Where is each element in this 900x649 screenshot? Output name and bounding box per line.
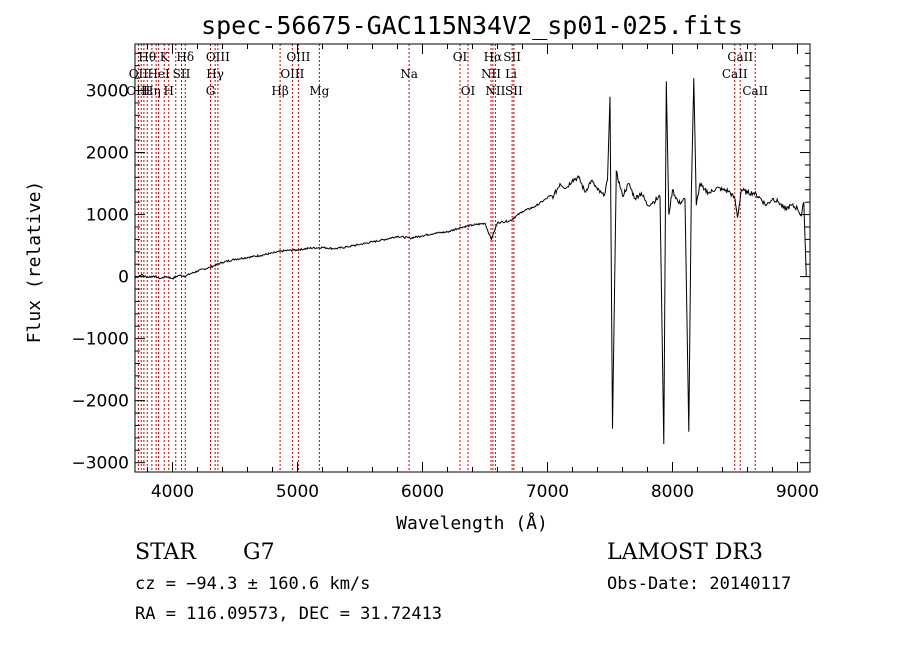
redshift-velocity: cz = −94.3 ± 160.6 km/s (135, 574, 371, 594)
y-axis-label: Flux (relative) (24, 181, 45, 344)
y-tick-label: −2000 (71, 392, 129, 412)
ra-dec-coordinates: RA = 116.09573, DEC = 31.72413 (135, 604, 443, 624)
line-label: H (164, 84, 174, 98)
line-label: NII (485, 84, 505, 98)
spectrum-line-0 (134, 78, 807, 445)
line-label: Li (505, 67, 517, 81)
line-label: Hα (484, 50, 503, 64)
y-tick-label: 2000 (86, 144, 129, 164)
spectrum-series (134, 78, 807, 445)
y-tick-label: 0 (118, 268, 129, 288)
line-label: CaII (727, 50, 753, 64)
emission-line-markers (137, 44, 756, 472)
line-label: CaII (722, 67, 748, 81)
line-label: OII (129, 67, 149, 81)
line-label: G (206, 84, 216, 98)
y-tick-label: −1000 (71, 330, 129, 350)
x-tick-label: 9000 (776, 482, 819, 502)
x-tick-label: 6000 (401, 482, 444, 502)
chart-title: spec-56675-GAC115N34V2_sp01-025.fits (201, 11, 743, 40)
object-subclass: G7 (243, 540, 275, 565)
line-label: SII (173, 67, 191, 81)
line-label: OIII (206, 50, 230, 64)
line-label: OIII (286, 50, 310, 64)
line-label: CaII (742, 84, 768, 98)
line-label: Hδ (176, 50, 194, 64)
object-class: STAR (135, 540, 196, 565)
y-tick-label: −3000 (71, 454, 129, 474)
line-label: Hβ (271, 84, 288, 98)
axis-ticks: 4000 5000 6000 7000 8000 9000 −3000 −2000 −1000 0… (71, 44, 819, 502)
line-label: OI (453, 50, 468, 64)
line-label: OIII (280, 67, 304, 81)
line-label: Hγ (206, 67, 224, 81)
x-axis-label: Wavelength (Å) (396, 512, 548, 534)
x-tick-label: 5000 (276, 482, 319, 502)
line-label: Hθ (138, 50, 156, 64)
plot-frame (134, 43, 811, 473)
line-label: OI (461, 84, 476, 98)
y-tick-label: 1000 (86, 206, 129, 226)
survey-name: LAMOST DR3 (607, 540, 763, 565)
line-label: Na (400, 67, 418, 81)
line-label: NII (481, 67, 501, 81)
x-tick-label: 8000 (651, 482, 694, 502)
spectrum-chart: spec-56675-GAC115N34V2_sp01-025.fits Hθ K… (24, 11, 819, 534)
observation-date: Obs-Date: 20140117 (607, 574, 792, 594)
x-tick-label: 4000 (151, 482, 194, 502)
line-label: HeI (147, 67, 170, 81)
y-tick-label: 3000 (86, 82, 129, 102)
x-tick-label: 7000 (526, 482, 569, 502)
line-label: SII (505, 84, 523, 98)
line-label: Mg (309, 84, 329, 98)
line-label: K (160, 50, 170, 64)
line-label: Hη (143, 84, 161, 98)
line-label: SII (503, 50, 521, 64)
